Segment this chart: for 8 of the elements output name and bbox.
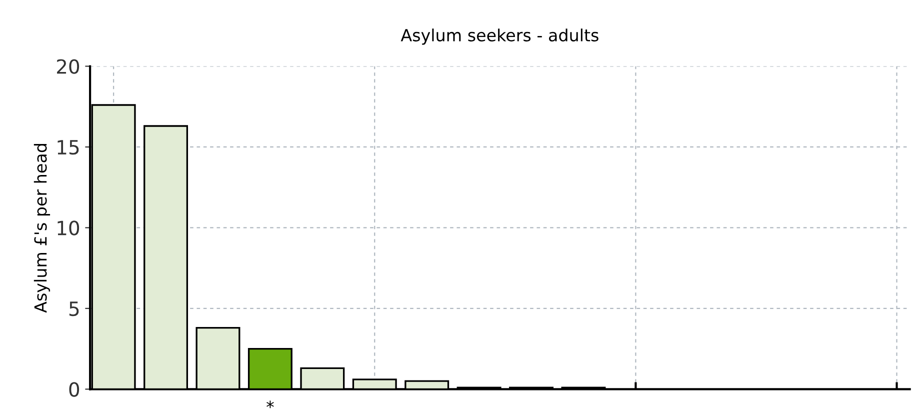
y-axis-title: Asylum £'s per head [34, 144, 50, 313]
y-tick-label: 5 [69, 302, 79, 316]
y-tick-label: 20 [57, 59, 80, 74]
chart-title: Asylum seekers - adults [400, 28, 598, 45]
y-tick-label: 10 [58, 220, 80, 236]
x-tick-label: * [266, 400, 274, 408]
y-tick-label: 0 [69, 382, 80, 397]
y-tick-label: 15 [58, 140, 79, 155]
